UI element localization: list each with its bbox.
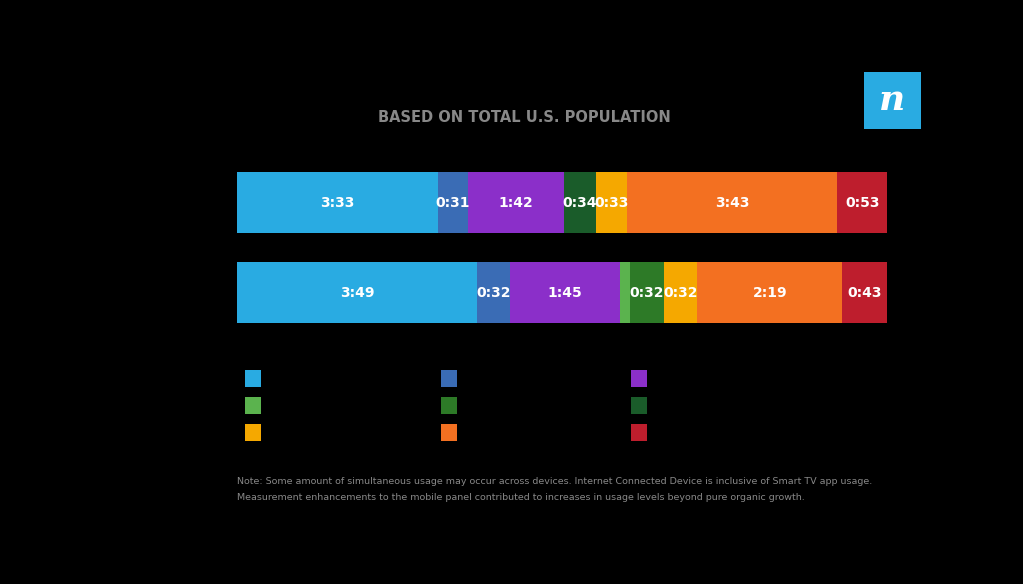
Text: 0:43: 0:43 [848, 286, 882, 300]
Bar [627, 172, 838, 233]
Text: BASED ON TOTAL U.S. POPULATION: BASED ON TOTAL U.S. POPULATION [377, 110, 671, 125]
Bar [441, 423, 457, 440]
Bar [697, 262, 843, 323]
Text: 2:19: 2:19 [753, 286, 787, 300]
Text: 3:49: 3:49 [340, 286, 374, 300]
Text: 0:34: 0:34 [563, 196, 597, 210]
Text: 0:32: 0:32 [476, 286, 510, 300]
Text: Measurement enhancements to the mobile panel contributed to increases in usage l: Measurement enhancements to the mobile p… [237, 493, 805, 502]
Bar [246, 423, 261, 440]
Bar [838, 172, 887, 233]
Bar [510, 262, 620, 323]
Bar [246, 370, 261, 387]
Bar [631, 397, 648, 413]
Text: 1:42: 1:42 [498, 196, 533, 210]
Bar [438, 172, 468, 233]
Bar [631, 370, 648, 387]
Text: n: n [879, 84, 905, 117]
Text: 0:33: 0:33 [594, 196, 628, 210]
Bar [477, 262, 510, 323]
Bar [843, 262, 887, 323]
Bar [468, 172, 564, 233]
Bar [630, 262, 664, 323]
Text: 0:31: 0:31 [436, 196, 471, 210]
Bar [441, 397, 457, 413]
Bar [237, 262, 477, 323]
Bar [863, 72, 921, 128]
Text: 3:43: 3:43 [715, 196, 750, 210]
Bar [620, 262, 630, 323]
Bar [564, 172, 595, 233]
Bar [664, 262, 697, 323]
Bar [237, 172, 438, 233]
Bar [441, 370, 457, 387]
Bar [595, 172, 627, 233]
Bar [631, 423, 648, 440]
Text: Note: Some amount of simultaneous usage may occur across devices. Internet Conne: Note: Some amount of simultaneous usage … [237, 477, 873, 486]
Text: 3:33: 3:33 [320, 196, 355, 210]
Text: 1:45: 1:45 [547, 286, 582, 300]
Text: 0:53: 0:53 [845, 196, 880, 210]
Text: 0:32: 0:32 [663, 286, 698, 300]
Bar [246, 397, 261, 413]
Text: 0:32: 0:32 [630, 286, 664, 300]
